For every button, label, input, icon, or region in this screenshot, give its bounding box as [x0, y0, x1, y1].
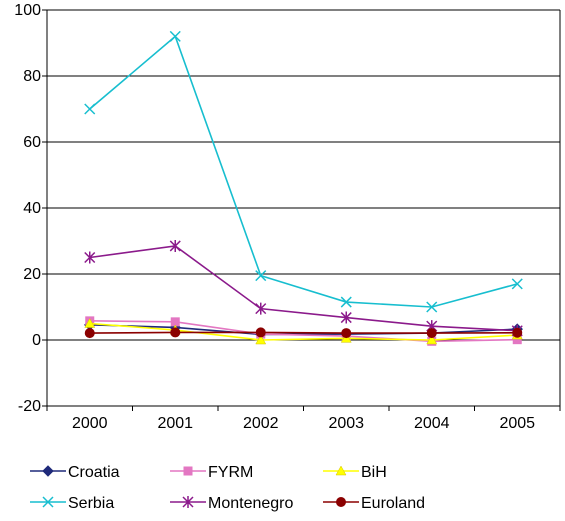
y-tick-label: 20	[23, 266, 41, 283]
legend: Croatia FYRM BiH Serbia Montenegro Euroland	[30, 464, 425, 512]
legend-label: Serbia	[68, 495, 114, 512]
series-line	[89, 322, 518, 341]
data-point	[255, 302, 267, 315]
legend-item: Montenegro	[170, 495, 293, 512]
series-montenegro	[84, 239, 523, 337]
data-point	[84, 317, 96, 328]
data-point	[255, 270, 267, 282]
data-point	[340, 296, 352, 308]
legend-item: BiH	[323, 464, 387, 481]
x-tick-label: 2003	[328, 415, 364, 432]
data-point	[169, 30, 181, 42]
data-point	[512, 327, 523, 338]
data-point	[84, 328, 95, 339]
y-tick-label: 100	[14, 2, 41, 19]
legend-item: Serbia	[30, 495, 114, 512]
data-point	[426, 334, 438, 345]
y-tick-label: 80	[23, 68, 41, 85]
data-point	[255, 334, 267, 345]
data-point	[335, 465, 347, 476]
data-point	[183, 466, 193, 476]
data-point	[255, 327, 266, 338]
series-line	[89, 320, 518, 343]
legend-label: Croatia	[68, 464, 120, 481]
legend-item: Euroland	[323, 495, 425, 512]
x-tick-label: 2002	[243, 415, 279, 432]
series-serbia	[84, 30, 523, 313]
data-point	[170, 327, 181, 338]
x-tick-label: 2000	[72, 415, 108, 432]
axis-layer: -20 0 20 40 60 80 100 2000 2001 2002 2003 2004 2005	[14, 2, 561, 432]
y-tick-label: 60	[23, 134, 41, 151]
data-point	[340, 311, 352, 324]
series-layer	[84, 30, 523, 346]
data-point	[426, 301, 438, 313]
x-tick-label: 2005	[499, 415, 535, 432]
data-point	[182, 496, 194, 508]
y-tick-label: -20	[18, 398, 41, 415]
data-point	[42, 496, 54, 508]
data-point	[426, 328, 437, 339]
legend-label: Montenegro	[208, 495, 293, 512]
data-point	[511, 278, 523, 290]
grid-layer	[47, 9, 561, 407]
legend-label: FYRM	[208, 464, 253, 481]
series-croatia	[84, 319, 523, 341]
data-point	[84, 251, 96, 264]
data-point	[169, 239, 181, 252]
series-fyrm	[85, 316, 522, 346]
data-point	[341, 328, 352, 339]
data-point	[42, 465, 54, 477]
y-tick-label: 40	[23, 200, 41, 217]
series-line	[89, 35, 518, 308]
legend-item: Croatia	[30, 464, 120, 481]
legend-label: BiH	[361, 464, 387, 481]
legend-item: FYRM	[170, 464, 253, 481]
y-tick-label: 0	[32, 332, 41, 349]
data-point	[84, 103, 96, 115]
x-tick-label: 2001	[157, 415, 193, 432]
legend-label: Euroland	[361, 495, 425, 512]
series-euroland	[84, 327, 523, 339]
series-line	[89, 245, 518, 332]
x-tick-label: 2004	[414, 415, 450, 432]
data-point	[336, 497, 346, 507]
series-line	[89, 331, 518, 334]
